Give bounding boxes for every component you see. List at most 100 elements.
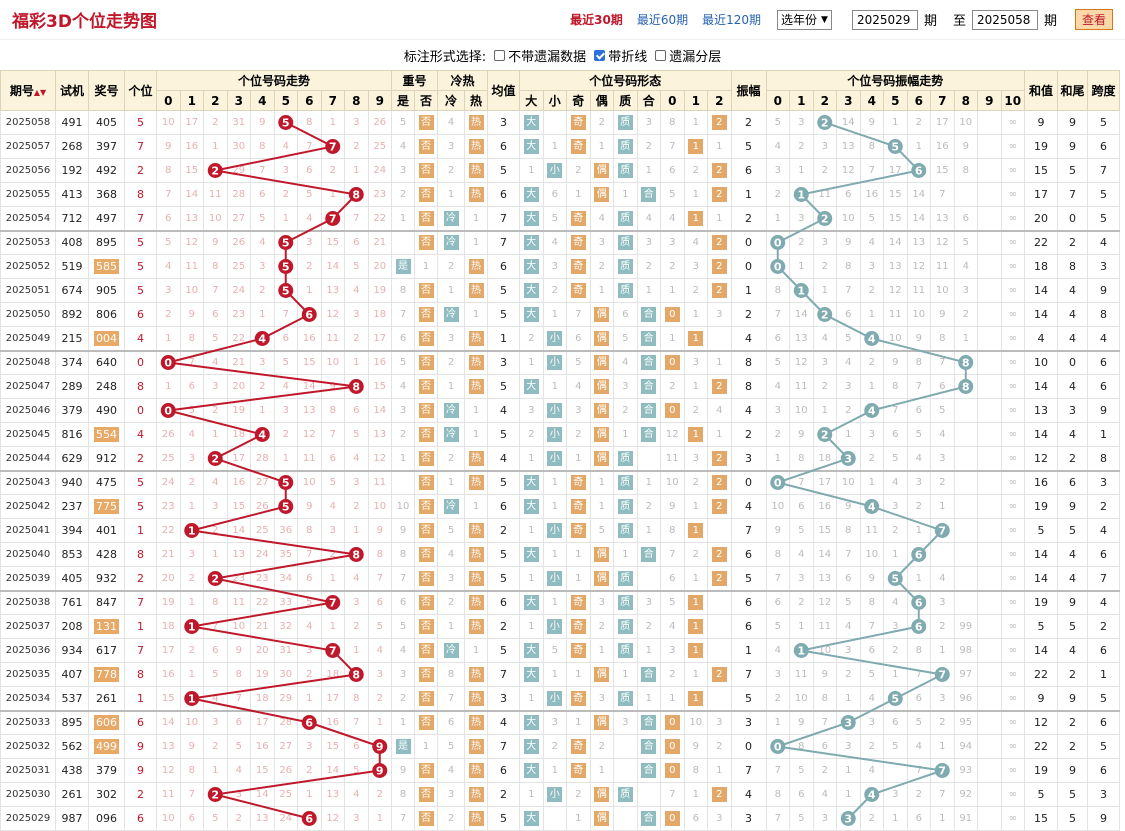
- sort-icon[interactable]: ▲▼: [33, 88, 47, 97]
- trend-miss: 18: [250, 686, 275, 711]
- xt-r1-cell: 3: [683, 254, 708, 279]
- xt-ji-cell: 6: [566, 326, 591, 351]
- checkbox-icon[interactable]: [655, 49, 667, 61]
- xt-da-cell: 3: [519, 398, 544, 423]
- chonghao-shi-cell: 1: [391, 710, 415, 735]
- col-qihao[interactable]: 期号▲▼: [0, 70, 56, 111]
- option-no-missing[interactable]: 不带遗漏数据: [494, 46, 586, 65]
- row-jianghao: 932: [88, 566, 125, 591]
- row-gewei: 4: [124, 326, 157, 351]
- zf-miss: ∞: [1000, 758, 1025, 783]
- zf-ball: [765, 230, 790, 255]
- zf-miss: 14: [906, 206, 931, 231]
- zf-miss: 3: [765, 158, 790, 183]
- row-shiji: 712: [55, 206, 89, 231]
- nav-recent-120[interactable]: 最近120期: [702, 13, 761, 27]
- nav-recent-30[interactable]: 最近30期: [570, 13, 623, 27]
- zf-miss: 4: [930, 566, 955, 591]
- zf-miss: 10: [765, 494, 790, 519]
- zhenfu-cell: 1: [730, 638, 767, 663]
- from-period-input[interactable]: 2025029: [851, 9, 918, 30]
- hewei-cell: 4: [1057, 542, 1088, 567]
- trend-miss: 30: [226, 134, 251, 159]
- xt-he-cell: 1: [636, 278, 661, 303]
- nav-recent-60[interactable]: 最近60期: [636, 13, 689, 27]
- xt-r1-cell: 1: [683, 182, 708, 207]
- xt-r1-cell: 8: [683, 758, 708, 783]
- zf-miss: 6: [883, 422, 908, 447]
- trend-miss: 5: [273, 350, 298, 375]
- xt-r2-cell: 2: [707, 782, 732, 807]
- row-jianghao: 096: [88, 806, 125, 831]
- option-text: 不带遗漏数据: [508, 49, 587, 65]
- zf-miss: 7: [859, 158, 884, 183]
- zf-miss: 3: [836, 374, 861, 399]
- checkbox-icon[interactable]: [494, 49, 506, 61]
- trend-miss: 12: [179, 230, 204, 255]
- xt-zhi-cell: 质: [613, 254, 638, 279]
- xt-he-cell: 3: [636, 230, 661, 255]
- zf-miss: ∞: [1000, 614, 1025, 639]
- chonghao-shi-cell: 5: [391, 110, 415, 135]
- trend-miss: 3: [344, 110, 369, 135]
- trend-miss: 17: [250, 710, 275, 735]
- zf-miss: 1: [953, 326, 978, 351]
- hewei-cell: 6: [1057, 470, 1088, 495]
- hewei-cell: 2: [1057, 710, 1088, 735]
- table-row: 2025035 407 778 8 16 1 5 8 19 30 2 18 3 3 否 8 热 7 大 1 1 偶 1 合 2 1…: [0, 662, 1120, 687]
- zf-ball: [836, 446, 861, 471]
- lengre-leng-cell: 4: [437, 758, 465, 783]
- trend-miss: 17: [179, 110, 204, 135]
- trend-miss: 14: [297, 374, 322, 399]
- row-id: 2025053: [0, 230, 56, 255]
- lengre-leng-cell: 8: [437, 662, 465, 687]
- xt-zhi-cell: 质: [613, 278, 638, 303]
- trend-miss: 1: [367, 806, 392, 831]
- xt-da-cell: 大: [519, 302, 544, 327]
- table-row: 2025040 853 428 8 21 3 1 13 24 35 7 2 8 8 否 4 热 5 大 1 1 偶 1 合 7 2…: [0, 542, 1120, 567]
- xt-xiao-cell: 小: [542, 398, 567, 423]
- zf-ball: [906, 590, 931, 615]
- kuadu-cell: 6: [1087, 758, 1120, 783]
- trend-miss: 1: [297, 278, 322, 303]
- xt-r1-cell: 2: [683, 398, 708, 423]
- lengre-re-cell: 热: [464, 350, 488, 375]
- trend-table: 期号▲▼ 试机 奖号 个位 个位号码走势 重号 冷热 均值 个位号码形态 振幅 …: [0, 70, 1120, 831]
- zf-miss: [977, 734, 1002, 759]
- trend-miss: 3: [344, 806, 369, 831]
- option-layered[interactable]: 遗漏分层: [655, 46, 721, 65]
- zf-miss: 12: [906, 254, 931, 279]
- trend-miss: 31: [226, 110, 251, 135]
- trend-ball: [367, 734, 392, 759]
- zhenfu-cell: 2: [730, 302, 767, 327]
- kuadu-cell: 9: [1087, 398, 1120, 423]
- xt-ji-cell: 奇: [566, 686, 591, 711]
- row-jianghao: 004: [88, 326, 125, 351]
- trend-miss: 5: [203, 662, 228, 687]
- junzhi-cell: 5: [487, 806, 520, 831]
- junzhi-cell: 3: [487, 686, 520, 711]
- row-jianghao: 847: [88, 590, 125, 615]
- view-button[interactable]: 查看: [1074, 9, 1113, 30]
- table-row: 2025034 537 261 1 15 4 7 18 29 1 17 8 2 2 否 7 热 3 1 小奇 3 质 1 1 1…: [0, 686, 1120, 711]
- row-gewei: 2: [124, 782, 157, 807]
- row-id: 2025040: [0, 542, 56, 567]
- xt-zhi-cell: 质: [613, 566, 638, 591]
- option-with-line[interactable]: 带折线: [594, 46, 647, 65]
- hezhi-cell: 14: [1024, 638, 1058, 663]
- xt-zhi-cell: 2: [613, 398, 638, 423]
- hewei-cell: 4: [1057, 302, 1088, 327]
- zf-miss: ∞: [1000, 662, 1025, 687]
- checkbox-checked-icon[interactable]: [594, 49, 606, 61]
- hewei-cell: 4: [1057, 374, 1088, 399]
- to-period-input[interactable]: 2025058: [971, 9, 1038, 30]
- lengre-leng-cell: 2: [437, 158, 465, 183]
- xt-r2-cell: 2: [707, 182, 732, 207]
- xt-he-cell: 合: [636, 398, 661, 423]
- year-select[interactable]: 选年份 ▼: [777, 9, 832, 30]
- xt-r1-cell: 2: [683, 278, 708, 303]
- zf-miss: 11: [906, 278, 931, 303]
- xt-ji-cell: 4: [566, 374, 591, 399]
- zhenfu-cell: 0: [730, 254, 767, 279]
- lengre-re-cell: 热: [464, 662, 488, 687]
